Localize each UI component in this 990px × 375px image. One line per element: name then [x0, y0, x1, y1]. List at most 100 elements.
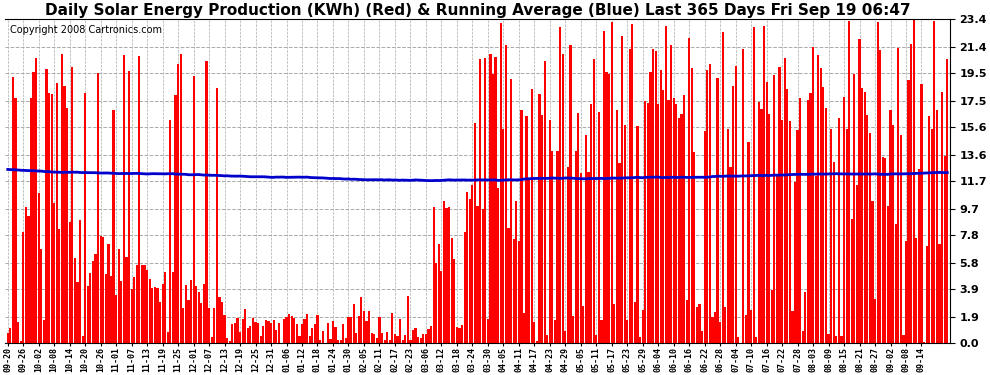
Bar — [317, 315, 319, 343]
Bar — [556, 151, 558, 343]
Bar — [683, 94, 685, 343]
Bar — [621, 36, 623, 343]
Bar — [383, 339, 386, 343]
Bar — [179, 54, 182, 343]
Bar — [691, 68, 693, 343]
Bar — [288, 314, 290, 343]
Bar — [66, 108, 68, 343]
Bar — [662, 90, 664, 343]
Bar — [97, 73, 99, 343]
Bar — [884, 158, 886, 343]
Bar — [298, 336, 301, 343]
Bar — [791, 311, 794, 343]
Bar — [895, 224, 897, 343]
Bar — [566, 167, 569, 343]
Bar — [802, 331, 804, 343]
Bar — [523, 313, 525, 343]
Bar — [147, 270, 148, 343]
Bar — [706, 69, 709, 343]
Bar — [696, 307, 698, 343]
Bar — [389, 340, 391, 343]
Bar — [908, 80, 910, 343]
Bar — [267, 321, 269, 343]
Bar — [46, 69, 48, 343]
Bar — [417, 337, 419, 343]
Bar — [237, 318, 239, 343]
Bar — [667, 100, 669, 343]
Bar — [810, 93, 812, 343]
Bar — [438, 244, 440, 343]
Bar — [752, 27, 754, 343]
Bar — [510, 79, 512, 343]
Bar — [471, 185, 473, 343]
Bar — [113, 110, 115, 343]
Bar — [711, 317, 714, 343]
Bar — [619, 164, 621, 343]
Bar — [63, 86, 65, 343]
Bar — [43, 320, 45, 343]
Bar — [820, 68, 822, 343]
Bar — [89, 273, 91, 343]
Bar — [876, 22, 879, 343]
Bar — [639, 336, 642, 343]
Bar — [330, 339, 332, 343]
Bar — [508, 228, 510, 343]
Bar — [546, 335, 548, 343]
Bar — [198, 292, 200, 343]
Bar — [807, 100, 809, 343]
Bar — [55, 83, 57, 343]
Bar — [624, 125, 626, 343]
Bar — [719, 322, 722, 343]
Bar — [815, 176, 817, 343]
Bar — [234, 323, 236, 343]
Bar — [242, 319, 244, 343]
Bar — [345, 338, 346, 343]
Bar — [858, 39, 860, 343]
Bar — [747, 142, 749, 343]
Bar — [768, 114, 770, 343]
Bar — [50, 94, 52, 343]
Bar — [203, 284, 205, 343]
Bar — [415, 328, 417, 343]
Bar — [151, 288, 153, 343]
Bar — [709, 64, 711, 343]
Bar — [804, 292, 807, 343]
Bar — [574, 152, 577, 343]
Bar — [25, 207, 27, 343]
Bar — [115, 295, 117, 343]
Bar — [725, 308, 727, 343]
Bar — [874, 299, 876, 343]
Bar — [595, 334, 597, 343]
Bar — [343, 324, 345, 343]
Bar — [657, 104, 659, 343]
Bar — [396, 336, 399, 343]
Bar — [515, 201, 518, 343]
Text: Copyright 2008 Cartronics.com: Copyright 2008 Cartronics.com — [10, 26, 162, 35]
Bar — [60, 54, 63, 343]
Bar — [15, 98, 17, 343]
Bar — [357, 316, 360, 343]
Bar — [378, 317, 380, 343]
Bar — [20, 340, 22, 343]
Bar — [646, 103, 649, 343]
Bar — [481, 209, 484, 343]
Bar — [887, 206, 889, 343]
Bar — [76, 282, 78, 343]
Bar — [347, 317, 349, 343]
Bar — [513, 239, 515, 343]
Bar — [789, 121, 791, 343]
Bar — [340, 340, 342, 343]
Bar — [882, 157, 884, 343]
Bar — [30, 98, 32, 343]
Bar — [900, 135, 902, 343]
Bar — [208, 308, 210, 343]
Bar — [428, 329, 430, 343]
Bar — [732, 86, 735, 343]
Bar — [848, 21, 850, 343]
Bar — [871, 201, 873, 343]
Bar — [360, 297, 362, 343]
Bar — [229, 341, 231, 343]
Bar — [376, 338, 378, 343]
Bar — [632, 24, 634, 343]
Bar — [670, 45, 672, 343]
